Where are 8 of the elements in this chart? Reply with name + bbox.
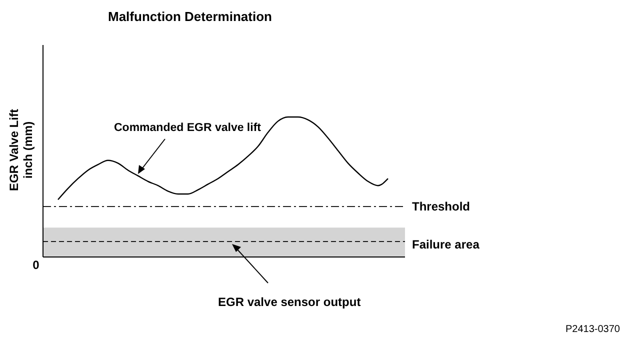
- text: P2413-0370: [566, 324, 620, 335]
- y-axis-title: EGR Valve Lift inch (mm): [7, 108, 35, 192]
- text: EGR valve sensor output: [218, 295, 361, 309]
- ref-line-label: Threshold: [412, 200, 470, 214]
- chart-title: Malfunction Determination: [108, 9, 272, 24]
- band-label: Failure area: [412, 237, 480, 252]
- annotation: Commanded EGR valve lift: [114, 122, 262, 134]
- text: 0: [32, 258, 40, 272]
